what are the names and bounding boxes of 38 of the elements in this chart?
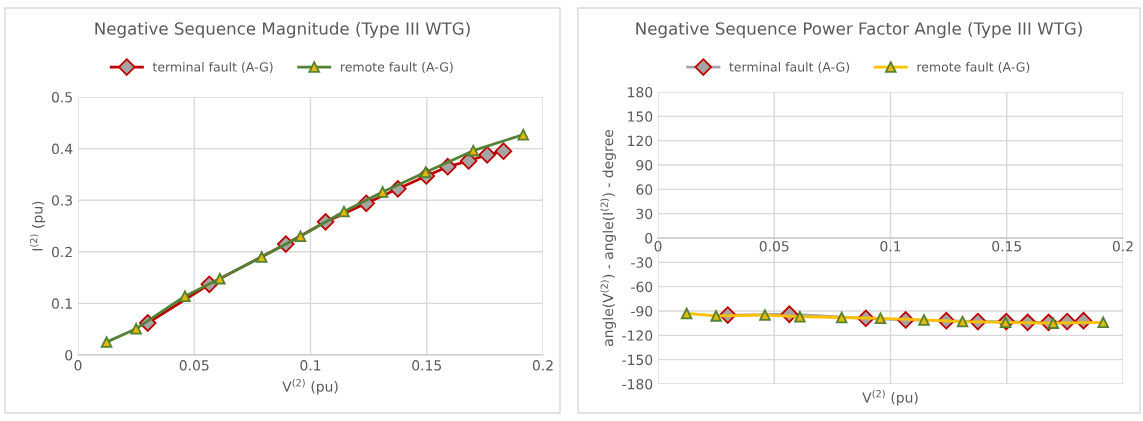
y-tick-label: 90 (636, 159, 653, 171)
x-tick-label: 0 (74, 360, 82, 371)
y-axis-title: angle(V$^{(2)}$) - angle(I$^{(2)}$) - degree (600, 129, 616, 346)
x-tick-label: 0 (654, 241, 662, 252)
x-tick-label: 0.1 (300, 360, 321, 371)
y-axis-title: I$^{(2)}$ (pu) (29, 201, 46, 251)
y-tick-label: 0.1 (51, 298, 72, 309)
y-tick-label: -150 (622, 354, 653, 366)
y-tick-label: 150 (628, 111, 653, 122)
chart-title: Negative Sequence Power Factor Angle (Type III WTG) (636, 21, 1082, 39)
x-axis-title: V$^{(2)}$ (pu) (862, 389, 918, 406)
y-tick-label: -60 (631, 281, 653, 293)
y-tick-label: -180 (622, 378, 653, 390)
legend-label: remote fault (A-G) (341, 61, 453, 74)
y-tick-label: -120 (622, 330, 653, 341)
x-tick-label: 0.05 (179, 360, 209, 371)
legend-label: terminal fault (A-G) (729, 61, 850, 74)
x-tick-label: 0.2 (532, 360, 553, 371)
x-tick-label: 0.2 (1112, 241, 1133, 252)
y-tick-label: -90 (631, 305, 653, 317)
y-tick-label: 0.3 (51, 195, 73, 206)
legend-label: terminal fault (A-G) (152, 61, 273, 74)
y-tick-label: 0.5 (51, 91, 72, 103)
y-tick-label: 0.4 (51, 143, 73, 155)
x-tick-label: 0.15 (992, 241, 1021, 252)
y-tick-label: 0 (645, 232, 653, 244)
legend-label: remote fault (A-G) (917, 61, 1030, 74)
x-tick-label: 0.1 (880, 241, 901, 252)
y-tick-label: 0 (65, 349, 73, 361)
y-tick-label: -30 (631, 257, 653, 268)
y-tick-label: 120 (628, 135, 653, 147)
x-tick-label: 0.15 (412, 360, 441, 371)
y-tick-label: 180 (628, 86, 653, 98)
x-tick-label: 0.05 (759, 241, 789, 252)
chart-title: Negative Sequence Magnitude (Type III WTG) (95, 21, 470, 39)
y-tick-label: 60 (636, 184, 653, 195)
y-tick-label: 30 (636, 208, 653, 220)
x-axis-title: V$^{(2)}$ (pu) (282, 378, 338, 395)
